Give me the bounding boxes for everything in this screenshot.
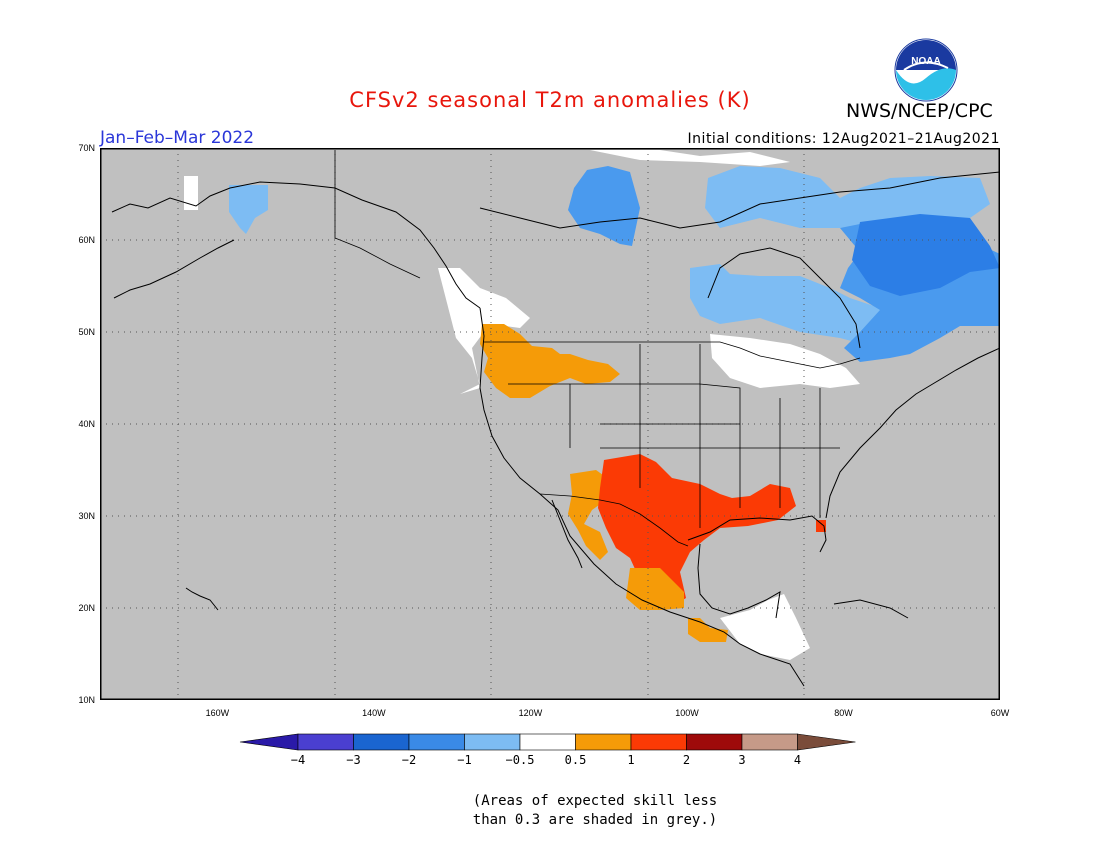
anomaly-hudson: [690, 264, 900, 346]
coastline-aleutian: [113, 239, 235, 299]
legend-label: −1: [457, 753, 471, 767]
lat-tick-label: 20N: [78, 603, 95, 613]
legend-label: −4: [291, 753, 305, 767]
legend-swatch: [353, 733, 410, 751]
legend-arrow-high: [797, 733, 856, 751]
legend-swatch: [519, 733, 576, 751]
initial-conditions: Initial conditions: 12Aug2021–21Aug2021: [687, 131, 1000, 147]
legend-swatch: [741, 733, 798, 751]
legend-label: −3: [346, 753, 360, 767]
legend-swatch: [686, 733, 743, 751]
forecast-period: Jan–Feb–Mar 2022: [100, 128, 255, 148]
footnote-line-2: than 0.3 are shaded in grey.): [472, 812, 718, 828]
lon-tick-label: 140W: [362, 708, 386, 718]
anomaly-florida-red: [816, 520, 826, 532]
coastline-cuba: [833, 599, 909, 619]
anomaly-rockies-orange: [480, 324, 620, 398]
anomaly-map: [100, 148, 1000, 700]
coastlines: [111, 171, 1000, 687]
lat-tick-label: 30N: [78, 511, 95, 521]
footnote: (Areas of expected skill less than 0.3 a…: [0, 792, 1100, 830]
lon-tick-label: 80W: [834, 708, 853, 718]
lon-tick-label: 120W: [519, 708, 543, 718]
legend-label: 2: [683, 753, 690, 767]
legend-arrow-low: [239, 733, 299, 751]
boundary-us-mexico: [539, 493, 689, 547]
boundaries: [334, 150, 861, 547]
coastline-baja: [551, 499, 583, 569]
coastline-gulf: [697, 543, 781, 619]
lat-tick-label: 60N: [78, 235, 95, 245]
boundary-alaska-canada: [334, 150, 421, 279]
lat-tick-label: 40N: [78, 419, 95, 429]
anomaly-alaska-west: [229, 185, 268, 234]
noaa-logo-text: NOAA: [911, 56, 940, 67]
anomaly-labrador-cold: [852, 214, 1000, 296]
agency-label: NWS/NCEP/CPC: [846, 100, 993, 122]
legend-swatch: [575, 733, 632, 751]
coastline-hawaii: [185, 587, 219, 611]
anomaly-alaska-white: [184, 176, 198, 210]
legend-label: 0.5: [565, 753, 587, 767]
map-frame: [100, 148, 1000, 700]
coastline-east: [825, 347, 1000, 519]
coastline-alaska: [111, 181, 481, 309]
noaa-logo: NOAA: [894, 38, 958, 102]
coastline-hudson: [707, 247, 861, 349]
anomaly-southwest-orange: [568, 470, 610, 560]
legend-label: 1: [627, 753, 634, 767]
boundary-canada-us: [484, 341, 861, 369]
lon-tick-label: 100W: [675, 708, 699, 718]
legend-swatch: [630, 733, 687, 751]
lon-tick-label: 160W: [206, 708, 230, 718]
footnote-line-1: (Areas of expected skill less: [472, 793, 718, 809]
anomaly-arctic-west: [568, 166, 640, 246]
state-lines: [508, 344, 840, 528]
lon-tick-label: 60W: [991, 708, 1010, 718]
lat-tick-label: 10N: [78, 695, 95, 705]
chart-title: CFSv2 seasonal T2m anomalies (K): [349, 88, 751, 112]
coastline-arctic: [479, 171, 1000, 229]
lat-tick-label: 50N: [78, 327, 95, 337]
legend-label: 4: [794, 753, 801, 767]
anomaly-arctic-east: [705, 166, 990, 228]
anomaly-central-america: [720, 594, 810, 660]
coastline-gulf-north: [687, 515, 827, 553]
legend-swatch: [464, 733, 521, 751]
legend-label: 3: [738, 753, 745, 767]
legend-swatch: [408, 733, 465, 751]
coastline-west: [479, 307, 805, 687]
legend-label: −2: [402, 753, 416, 767]
anomaly-central-orange: [688, 618, 728, 642]
anomaly-arctic-strip: [590, 150, 790, 166]
legend-swatch: [297, 733, 354, 751]
lat-tick-label: 70N: [78, 143, 95, 153]
legend-label: −0.5: [506, 753, 535, 767]
